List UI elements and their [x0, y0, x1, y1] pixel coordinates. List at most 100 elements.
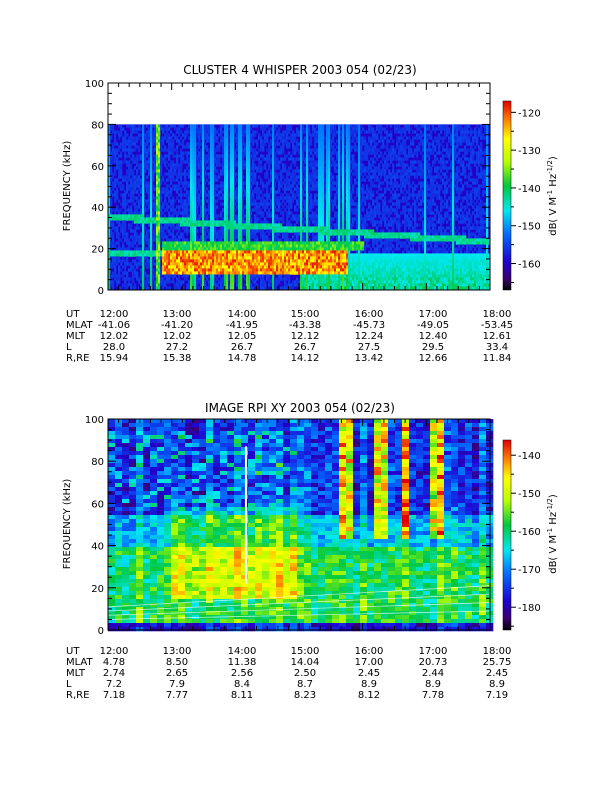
orbit-cell: 14.12: [291, 353, 320, 364]
orbit-row-label: L: [66, 679, 72, 690]
y-tick-label: 80: [91, 120, 104, 131]
orbit-cell: 12.61: [483, 331, 512, 342]
orbit-cell: 17:00: [419, 309, 448, 320]
orbit-cell: 8.7: [297, 679, 313, 690]
orbit-cell: 18:00: [483, 309, 512, 320]
orbit-cell: 12.02: [100, 331, 129, 342]
image-colorbar: [503, 440, 511, 630]
orbit-row-label: MLAT: [66, 657, 93, 668]
colorbar-tick-label: -150: [518, 222, 541, 233]
orbit-cell: 29.5: [422, 342, 444, 353]
orbit-cell: 12.12: [291, 331, 320, 342]
colorbar-tick-label: -180: [518, 603, 541, 614]
orbit-cell: 7.2: [106, 679, 122, 690]
orbit-cell: 12.24: [355, 331, 384, 342]
orbit-cell: 33.4: [486, 342, 508, 353]
orbit-cell: 2.74: [103, 668, 125, 679]
orbit-cell: 4.78: [103, 657, 125, 668]
orbit-cell: 7.77: [166, 690, 188, 701]
orbit-cell: 8.11: [231, 690, 253, 701]
y-tick-label: 20: [91, 584, 104, 595]
orbit-cell: 13.42: [355, 353, 384, 364]
orbit-cell: 8.9: [489, 679, 505, 690]
colorbar-tick-label: -140: [518, 184, 541, 195]
orbit-row-label: UT: [66, 646, 80, 657]
orbit-cell: 16:00: [355, 646, 384, 657]
y-tick-label: 0: [98, 286, 104, 297]
cluster-colorbar-ticks: -120-130-140-150-160: [511, 108, 541, 282]
orbit-cell: 12.02: [163, 331, 192, 342]
orbit-cell: 8.23: [294, 690, 316, 701]
orbit-cell: 12:00: [100, 309, 129, 320]
orbit-cell: 27.5: [358, 342, 380, 353]
orbit-cell: 27.2: [166, 342, 188, 353]
image-colorbar-label: dB( V M-1 Hz-1/2): [546, 494, 559, 574]
orbit-cell: 13:00: [163, 309, 192, 320]
y-tick-label: 20: [91, 245, 104, 256]
y-tick-label: 100: [85, 415, 104, 426]
orbit-row-label: MLT: [66, 331, 86, 342]
colorbar-tick-label: -170: [518, 565, 541, 576]
orbit-row-label: MLT: [66, 668, 86, 679]
y-tick-label: 60: [91, 162, 104, 173]
cluster-colorbar-label: dB( V M-1 Hz-1/2): [546, 156, 559, 236]
cluster-y-axis-label: FREQUENCY (kHz): [62, 141, 73, 232]
orbit-cell: 8.9: [425, 679, 441, 690]
y-tick-label: 0: [98, 626, 104, 637]
orbit-row-label: L: [66, 342, 72, 353]
orbit-cell: 15.94: [100, 353, 129, 364]
orbit-cell: 16:00: [355, 309, 384, 320]
orbit-cell: 11.38: [228, 657, 257, 668]
orbit-cell: 7.78: [422, 690, 444, 701]
image-spectrogram: [108, 419, 493, 631]
orbit-row-label: R,RE: [66, 353, 89, 364]
orbit-cell: 12.40: [419, 331, 448, 342]
colorbar-tick-label: -120: [518, 108, 541, 119]
orbit-cell: 14.04: [291, 657, 320, 668]
orbit-cell: -53.45: [481, 320, 513, 331]
image-y-axis-label: FREQUENCY (kHz): [62, 479, 73, 570]
orbit-cell: 14:00: [228, 309, 257, 320]
orbit-cell: 7.9: [169, 679, 185, 690]
cluster-title: CLUSTER 4 WHISPER 2003 054 (02/23): [183, 63, 416, 77]
orbit-row-label: R,RE: [66, 690, 89, 701]
image-colorbar-ticks: -140-150-160-170-180: [511, 451, 541, 626]
orbit-cell: 17.00: [355, 657, 384, 668]
y-tick-label: 100: [85, 79, 104, 90]
orbit-cell: -41.95: [226, 320, 258, 331]
orbit-cell: -41.20: [161, 320, 193, 331]
cluster-colorbar: [503, 101, 511, 290]
orbit-cell: 7.18: [103, 690, 125, 701]
orbit-cell: 14:00: [228, 646, 257, 657]
orbit-cell: 8.12: [358, 690, 380, 701]
orbit-cell: 2.56: [231, 668, 253, 679]
orbit-cell: -43.38: [289, 320, 321, 331]
orbit-cell: 17:00: [419, 646, 448, 657]
orbit-cell: 13:00: [163, 646, 192, 657]
orbit-cell: 20.73: [419, 657, 448, 668]
orbit-cell: 2.45: [486, 668, 508, 679]
orbit-cell: 25.75: [483, 657, 512, 668]
orbit-cell: 15:00: [291, 646, 320, 657]
orbit-cell: 2.45: [358, 668, 380, 679]
orbit-cell: 26.7: [294, 342, 316, 353]
orbit-cell: 15.38: [163, 353, 192, 364]
colorbar-tick-label: -130: [518, 146, 541, 157]
y-tick-label: 40: [91, 203, 104, 214]
orbit-cell: 12.05: [228, 331, 257, 342]
image-panel: IMAGE RPI XY 2003 054 (02/23) 0204060801…: [62, 401, 559, 701]
orbit-cell: -45.73: [353, 320, 385, 331]
colorbar-tick-label: -150: [518, 489, 541, 500]
orbit-cell: 8.50: [166, 657, 188, 668]
orbit-cell: 12.66: [419, 353, 448, 364]
orbit-cell: 7.19: [486, 690, 508, 701]
orbit-cell: -49.05: [417, 320, 449, 331]
orbit-cell: 2.44: [422, 668, 444, 679]
cluster-panel: CLUSTER 4 WHISPER 2003 054 (02/23) 0 20 40…: [62, 63, 559, 364]
cluster-spectrogram: [108, 124, 490, 290]
y-tick-label: 60: [91, 499, 104, 510]
orbit-cell: 2.65: [166, 668, 188, 679]
